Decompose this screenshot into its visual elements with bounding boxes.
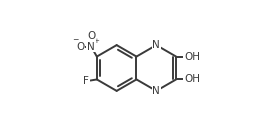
Text: N: N [152, 40, 160, 50]
Text: −: − [72, 35, 78, 44]
Text: N: N [87, 42, 95, 52]
Text: O: O [87, 31, 95, 41]
Text: +: + [93, 38, 99, 44]
Text: OH: OH [184, 52, 200, 62]
Text: OH: OH [184, 74, 200, 84]
Text: O: O [76, 42, 84, 52]
Text: N: N [152, 86, 160, 96]
Text: F: F [83, 75, 89, 86]
